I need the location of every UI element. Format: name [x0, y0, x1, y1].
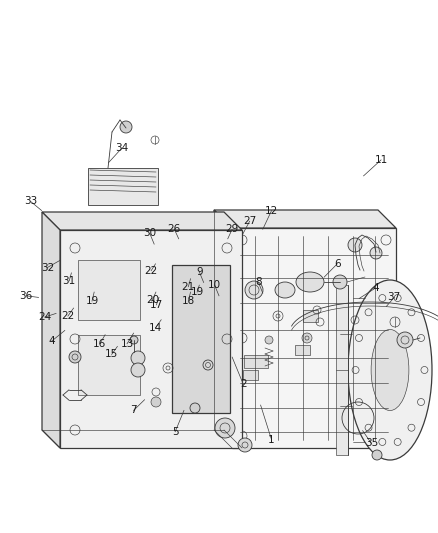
Circle shape: [372, 450, 382, 460]
Text: 4: 4: [372, 283, 379, 293]
Text: 5: 5: [172, 427, 179, 437]
Polygon shape: [295, 345, 310, 355]
Circle shape: [215, 418, 235, 438]
Polygon shape: [42, 212, 60, 448]
Text: 14: 14: [149, 323, 162, 333]
Circle shape: [130, 336, 138, 344]
Polygon shape: [42, 212, 242, 230]
Circle shape: [69, 351, 81, 363]
Text: 22: 22: [61, 311, 74, 321]
Text: 37: 37: [388, 293, 401, 302]
Text: 8: 8: [255, 278, 262, 287]
Circle shape: [397, 332, 413, 348]
Polygon shape: [214, 210, 396, 228]
Text: 32: 32: [41, 263, 54, 272]
Ellipse shape: [371, 329, 409, 410]
Text: 1: 1: [268, 435, 275, 445]
Text: 27: 27: [243, 216, 256, 226]
Polygon shape: [172, 265, 230, 413]
Circle shape: [131, 363, 145, 377]
Text: 24: 24: [38, 312, 51, 322]
Polygon shape: [60, 230, 242, 448]
Text: 11: 11: [374, 155, 388, 165]
Text: 19: 19: [85, 296, 99, 306]
Text: 21: 21: [182, 282, 195, 292]
Text: 34: 34: [115, 143, 128, 153]
Circle shape: [302, 333, 312, 343]
Circle shape: [348, 238, 362, 252]
Circle shape: [238, 438, 252, 452]
Text: 6: 6: [334, 259, 341, 269]
Text: 31: 31: [63, 276, 76, 286]
Text: 12: 12: [265, 206, 278, 215]
Circle shape: [245, 281, 263, 299]
Text: 33: 33: [24, 197, 37, 206]
Circle shape: [370, 247, 382, 259]
Polygon shape: [244, 355, 268, 368]
Text: 30: 30: [143, 229, 156, 238]
Polygon shape: [243, 370, 258, 380]
Text: 10: 10: [208, 280, 221, 290]
Text: 13: 13: [120, 339, 134, 349]
Polygon shape: [78, 335, 140, 395]
Text: 26: 26: [168, 224, 181, 234]
Ellipse shape: [348, 280, 432, 460]
Circle shape: [333, 275, 347, 289]
Text: 2: 2: [240, 379, 247, 389]
Text: 29: 29: [226, 224, 239, 234]
Text: 18: 18: [182, 296, 195, 306]
Text: 15: 15: [105, 350, 118, 359]
Text: 20: 20: [146, 295, 159, 304]
Ellipse shape: [275, 282, 295, 298]
Text: 35: 35: [365, 439, 378, 448]
Circle shape: [131, 351, 145, 365]
Text: 19: 19: [191, 287, 204, 297]
Text: 16: 16: [93, 339, 106, 349]
Text: 36: 36: [20, 291, 33, 301]
Text: 4: 4: [48, 336, 55, 346]
Polygon shape: [88, 168, 158, 205]
Polygon shape: [214, 210, 232, 448]
Circle shape: [265, 336, 273, 344]
Circle shape: [120, 121, 132, 133]
Polygon shape: [232, 228, 396, 448]
Circle shape: [190, 403, 200, 413]
Text: 9: 9: [196, 267, 203, 277]
Text: 22: 22: [145, 266, 158, 276]
Polygon shape: [303, 310, 318, 322]
Polygon shape: [336, 285, 348, 455]
Text: 17: 17: [150, 300, 163, 310]
Circle shape: [151, 397, 161, 407]
Polygon shape: [78, 260, 140, 320]
Text: 7: 7: [130, 406, 137, 415]
Ellipse shape: [296, 272, 324, 292]
